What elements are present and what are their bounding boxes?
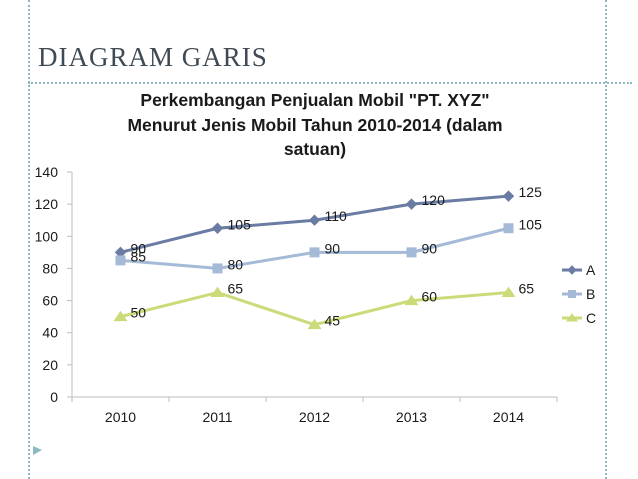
y-tick-label-60: 60 [42,293,58,309]
series-A-label-2013: 120 [422,192,446,208]
series-A-label-2011: 105 [228,216,252,232]
series-B-point-2012 [309,247,320,258]
legend-A-label: A [586,262,596,278]
series-C-label-2012: 45 [325,313,341,329]
series-B-point-2010 [115,255,126,266]
series-C-point-2013 [404,294,419,306]
y-tick-label-120: 120 [35,196,59,212]
series-B-label-2013: 90 [422,240,438,256]
y-tick-label-20: 20 [42,357,58,373]
legend-A-marker [567,265,577,275]
series-A-label-2012: 110 [325,208,348,224]
series-A-point-2013 [405,198,418,210]
y-tick-label-0: 0 [50,389,58,405]
legend-C-label: C [586,310,596,326]
y-tick-label-80: 80 [42,260,58,276]
legend-C-marker [566,313,578,322]
slide-title: DIAGRAM GARIS [38,42,268,72]
chart-title-line-2: Menurut Jenis Mobil Tahun 2010-2014 (dal… [127,115,502,135]
y-tick-label-100: 100 [35,228,59,244]
series-B-point-2013 [406,247,417,258]
corner-marker-icon [33,446,42,455]
legend-B-marker [568,290,576,298]
series-C-point-2014 [501,286,516,298]
x-tick-label-2014: 2014 [493,409,524,425]
y-tick-label-40: 40 [42,325,58,341]
y-tick-label-140: 140 [35,164,59,180]
series-A-point-2014 [502,190,515,202]
right-border-line [605,0,607,479]
title-underline [28,82,632,84]
series-B-point-2011 [212,263,223,274]
x-tick-label-2012: 2012 [299,409,330,425]
series-A-point-2011 [211,222,224,234]
x-tick-label-2010: 2010 [105,409,136,425]
chart-title-line-1: Perkembangan Penjualan Mobil "PT. XYZ" [140,90,489,110]
legend-B-label: B [586,286,595,302]
series-C-label-2014: 65 [519,281,535,297]
series-C-point-2011 [210,286,225,298]
series-A-label-2010: 90 [131,240,147,256]
series-A-point-2012 [308,214,321,226]
series-C-label-2011: 65 [228,281,244,297]
x-tick-label-2011: 2011 [202,409,232,425]
series-A-label-2014: 125 [519,184,543,200]
series-C-point-2012 [307,318,322,330]
series-B-label-2014: 105 [519,216,543,232]
series-C-point-2010 [113,310,128,322]
series-B-label-2010: 85 [131,248,147,264]
series-C-label-2010: 50 [131,305,147,321]
left-border-line [28,0,30,479]
x-tick-label-2013: 2013 [396,409,427,425]
series-C-label-2013: 60 [422,289,438,305]
series-B-label-2012: 90 [325,240,341,256]
series-B-label-2011: 80 [228,256,244,272]
series-B-point-2014 [503,223,514,234]
chart-title-line-3: satuan) [284,139,346,159]
